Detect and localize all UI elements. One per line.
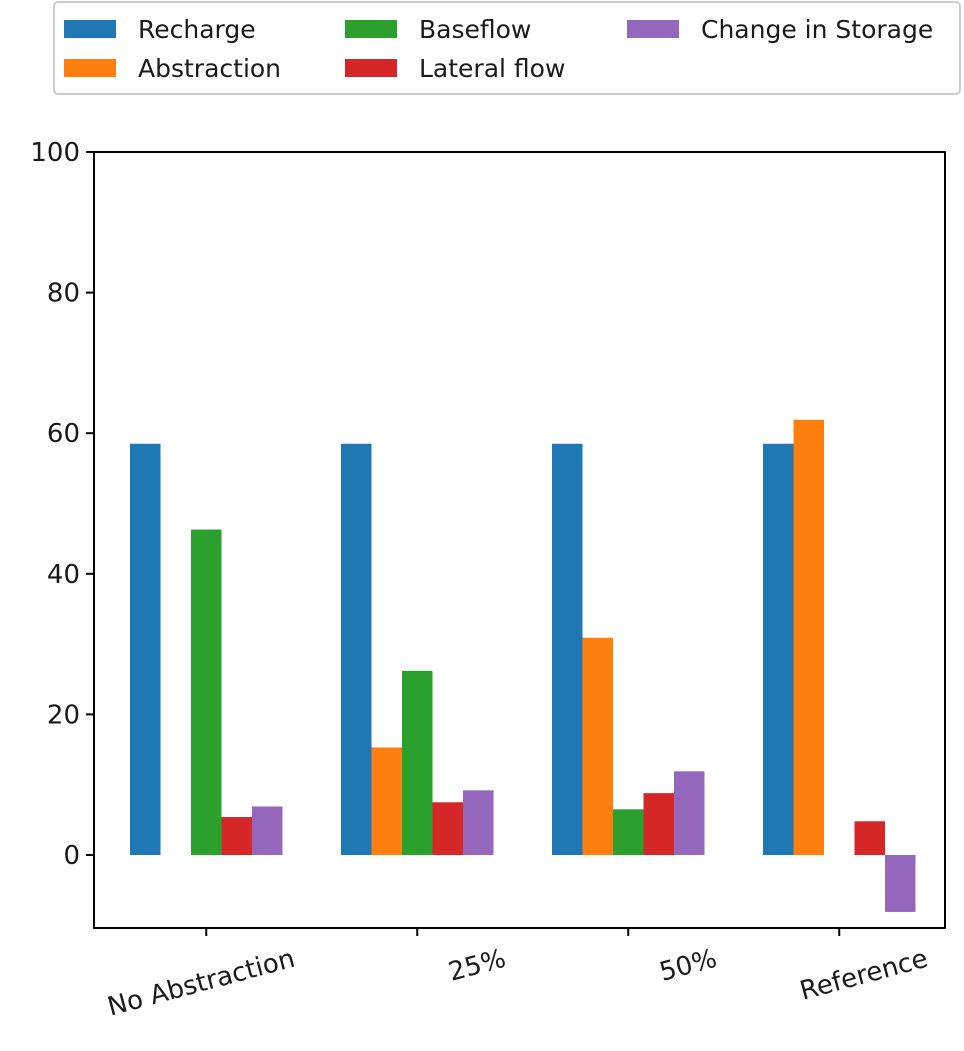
bar-lateral-flow [221, 817, 252, 855]
bar-change-in-storage [885, 855, 916, 912]
bar-change-in-storage [252, 806, 283, 855]
x-tick-label: 25% [445, 944, 509, 988]
y-tick-label: 60 [47, 419, 80, 449]
plot-area-frame [93, 151, 946, 929]
y-tick-label: 80 [47, 279, 80, 309]
legend-swatch [345, 59, 397, 77]
y-tick-label: 0 [63, 841, 80, 871]
bar-baseflow [613, 809, 644, 855]
legend-label: Abstraction [138, 54, 281, 83]
bar-recharge [552, 443, 583, 855]
legend-frame [53, 1, 961, 95]
bar-abstraction [793, 419, 824, 855]
legend-swatch [627, 20, 679, 38]
legend-label: Change in Storage [701, 15, 933, 44]
legend-label: Baseflow [419, 15, 531, 44]
legend: Recharge Abstraction Baseflow Lateral flow C… [53, 1, 961, 95]
legend-swatch [64, 59, 116, 77]
bar-recharge [341, 443, 372, 855]
x-tick-label: 50% [656, 944, 720, 988]
y-tick-label: 40 [47, 560, 80, 590]
bar-recharge [763, 443, 794, 855]
bar-baseflow [402, 670, 433, 855]
bar-abstraction [582, 637, 613, 855]
legend-swatch [64, 20, 116, 38]
x-tick-label: No Abstraction [104, 944, 298, 1023]
bar-lateral-flow [643, 793, 674, 855]
bar-change-in-storage [674, 771, 705, 855]
legend-label: Lateral flow [419, 54, 565, 83]
bar-recharge [130, 443, 161, 855]
bar-change-in-storage [463, 790, 494, 855]
y-tick-label: 100 [30, 138, 80, 168]
bar-baseflow [191, 529, 222, 855]
x-tick-label: Reference [797, 944, 931, 1007]
y-tick-label: 20 [47, 700, 80, 730]
bar-lateral-flow [432, 802, 463, 855]
legend-swatch [345, 20, 397, 38]
legend-label: Recharge [138, 15, 256, 44]
bar-abstraction [371, 747, 402, 855]
bar-lateral-flow [854, 821, 885, 855]
